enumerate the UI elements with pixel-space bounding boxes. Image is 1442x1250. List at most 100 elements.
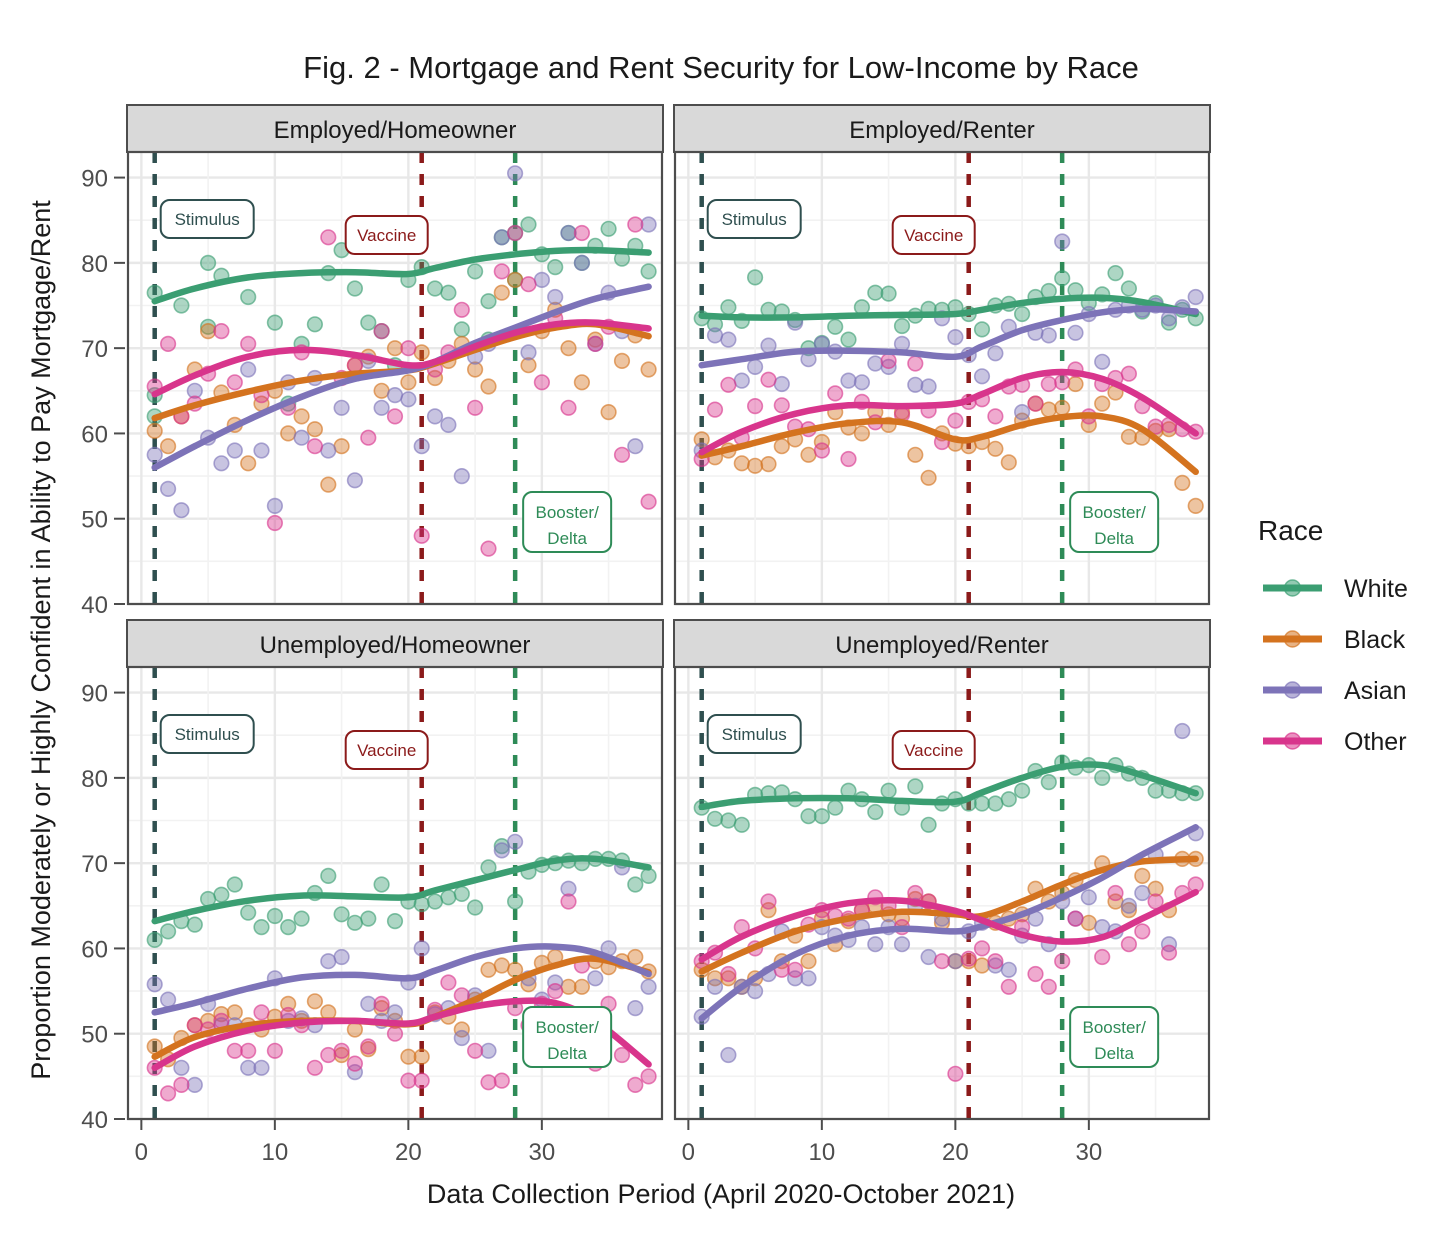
x-tick-label: 10 xyxy=(808,1139,835,1166)
data-point xyxy=(1160,944,1178,961)
data-point xyxy=(573,978,591,995)
data-point xyxy=(613,1046,631,1064)
facet-strip xyxy=(126,619,664,668)
data-point xyxy=(506,833,524,850)
data-point xyxy=(800,953,817,970)
y-tick-label: 40 xyxy=(81,1107,108,1134)
data-point xyxy=(320,476,337,493)
legend-point-swatch xyxy=(1283,732,1302,750)
data-point xyxy=(893,936,911,953)
data-point xyxy=(453,468,470,485)
data-point xyxy=(240,361,257,378)
data-point xyxy=(293,910,310,927)
data-point xyxy=(613,446,631,463)
data-point xyxy=(720,376,737,393)
data-point xyxy=(1187,497,1204,515)
data-point xyxy=(973,321,991,338)
data-point xyxy=(706,401,724,418)
annotation-label: Delta xyxy=(547,529,587,548)
legend-item-white[interactable]: White xyxy=(1263,575,1408,603)
event-annotations: Stimulus Vaccine Booster/Delta xyxy=(159,714,613,1068)
data-point xyxy=(706,978,724,995)
data-point xyxy=(560,399,577,416)
annotation-label: Booster/ xyxy=(535,503,599,522)
trend-line-white xyxy=(698,294,1199,321)
trend-lines xyxy=(151,246,652,471)
data-point xyxy=(867,936,884,953)
data-point xyxy=(200,323,217,340)
data-point xyxy=(907,884,924,902)
y-tick-label: 80 xyxy=(81,251,108,278)
data-point xyxy=(333,399,350,416)
data-point xyxy=(1107,265,1124,282)
data-point xyxy=(173,502,190,519)
data-point xyxy=(1120,428,1137,445)
data-point xyxy=(867,355,884,372)
annotation-label: Stimulus xyxy=(175,725,240,744)
data-point xyxy=(533,374,551,391)
data-point xyxy=(1013,404,1031,421)
data-point xyxy=(760,901,777,919)
data-point xyxy=(426,408,444,425)
data-point xyxy=(587,331,604,348)
legend-item-black[interactable]: Black xyxy=(1263,626,1406,654)
data-point xyxy=(547,288,564,306)
legend-point-swatch xyxy=(1283,681,1302,699)
y-axis-row-0: 40 50 60 70 80 90 xyxy=(81,166,125,619)
data-point xyxy=(907,376,924,393)
data-point xyxy=(226,1004,243,1021)
trend-line-white xyxy=(151,246,652,305)
data-point xyxy=(266,314,284,331)
data-point xyxy=(453,1029,470,1047)
data-point xyxy=(813,433,831,451)
data-point xyxy=(213,886,230,903)
annotation-label: Stimulus xyxy=(722,725,787,744)
data-point xyxy=(720,299,737,316)
data-point xyxy=(346,472,364,489)
panel-employed-renter: Employed/Renter Stimulus Vaccine Booster/De… xyxy=(673,104,1211,606)
data-point xyxy=(280,995,297,1013)
annotation-label: Vaccine xyxy=(357,226,416,245)
data-point xyxy=(640,493,657,510)
data-point xyxy=(160,438,177,455)
data-point xyxy=(547,974,564,991)
data-point xyxy=(1000,978,1017,995)
data-point xyxy=(627,1076,644,1093)
legend-item-asian[interactable]: Asian xyxy=(1263,677,1407,705)
data-point xyxy=(1120,936,1137,953)
data-point xyxy=(800,970,817,987)
trend-line-other xyxy=(151,997,652,1072)
data-point xyxy=(853,425,871,442)
data-point xyxy=(547,982,564,1000)
data-point xyxy=(440,284,457,301)
legend-item-label: Black xyxy=(1344,626,1406,654)
data-point xyxy=(386,1025,404,1042)
data-point xyxy=(226,442,243,459)
data-point xyxy=(600,220,617,237)
data-point xyxy=(880,358,897,376)
facet-strip xyxy=(126,104,664,153)
data-point xyxy=(840,450,857,468)
annotation-label: Booster/ xyxy=(1082,503,1146,522)
data-point xyxy=(827,385,844,402)
data-point xyxy=(200,254,217,271)
data-point xyxy=(907,778,924,795)
data-point xyxy=(533,271,551,289)
data-point xyxy=(413,527,430,544)
data-point xyxy=(413,438,430,455)
data-point xyxy=(853,374,871,391)
trend-lines xyxy=(698,294,1199,476)
data-point xyxy=(413,940,430,957)
panel-border xyxy=(126,665,664,1121)
data-point xyxy=(493,229,510,246)
data-point xyxy=(333,948,350,966)
data-point xyxy=(1040,327,1057,344)
data-point xyxy=(733,816,750,833)
panel-border xyxy=(673,665,1211,1121)
data-point xyxy=(760,371,777,388)
x-axis: 0 10 20 30 0 10 20 30 xyxy=(135,1119,1102,1166)
legend-item-other[interactable]: Other xyxy=(1263,728,1407,756)
data-point xyxy=(160,335,177,353)
data-point xyxy=(920,948,937,966)
trend-lines xyxy=(151,855,652,1072)
